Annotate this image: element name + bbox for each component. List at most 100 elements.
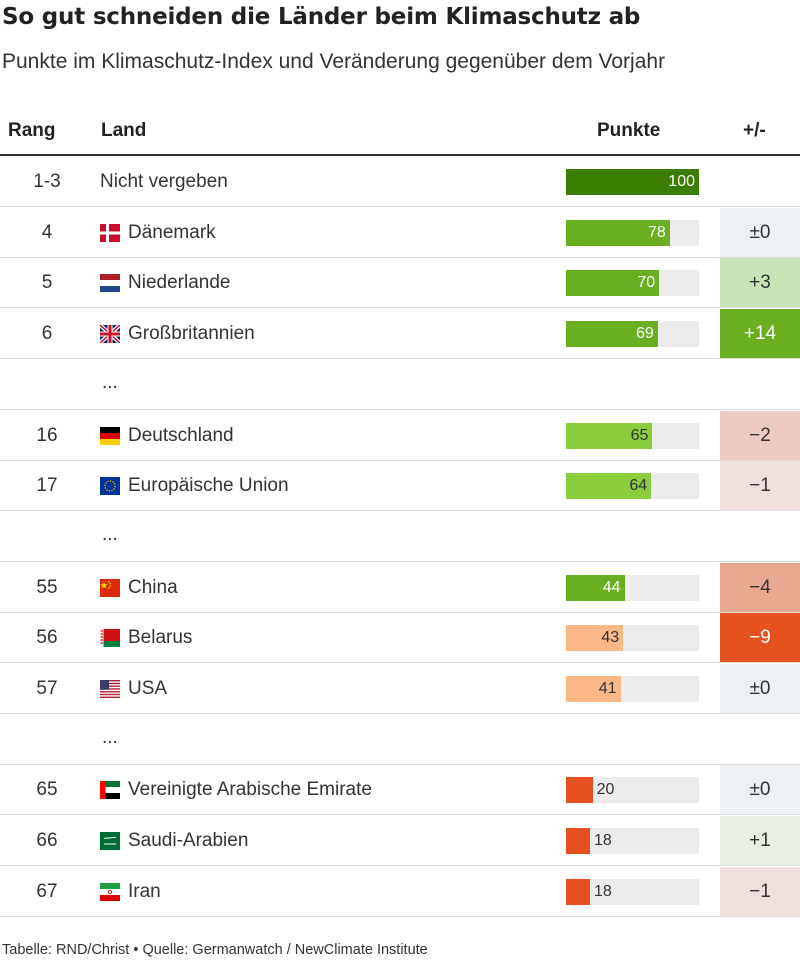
points-bar <box>566 828 590 855</box>
column-header-country: Land <box>101 120 147 141</box>
row-divider <box>0 662 800 664</box>
points-bar-track: 65 <box>566 422 699 449</box>
points-bar <box>566 422 653 449</box>
points-value-label: 20 <box>596 781 615 799</box>
rank-cell: 16 <box>36 424 58 446</box>
points-value-label: 18 <box>593 882 612 900</box>
china-flag-icon <box>100 578 120 597</box>
points-bar <box>566 219 670 246</box>
country-cell: Iran <box>100 867 161 917</box>
points-bar <box>566 270 660 297</box>
points-value-label: 65 <box>630 426 649 444</box>
chart-title: So gut schneiden die Länder beim Klimasc… <box>2 4 641 30</box>
rank-cell: 5 <box>41 272 53 294</box>
ellipsis-row: ... <box>0 715 800 765</box>
belarus-flag-icon <box>100 629 120 648</box>
uae-flag-icon <box>100 781 120 800</box>
rank-cell: 6 <box>41 323 53 345</box>
change-cell: −9 <box>720 613 800 664</box>
germany-flag-icon <box>100 426 120 445</box>
ellipsis-row: ... <box>0 360 800 410</box>
country-cell: Vereinigte Arabische Emirate <box>100 765 372 815</box>
change-cell: −4 <box>720 562 800 613</box>
row-divider <box>0 865 800 867</box>
change-cell: +3 <box>720 258 800 309</box>
row-divider <box>0 206 800 207</box>
row-divider <box>0 915 800 917</box>
points-bar <box>566 878 590 905</box>
points-bar <box>566 473 652 500</box>
points-bar <box>566 169 699 195</box>
saudi-arabia-flag-icon <box>100 832 120 851</box>
row-divider <box>0 560 800 562</box>
country-cell: Niederlande <box>100 258 230 308</box>
points-value-label: 64 <box>629 477 648 495</box>
row-divider <box>0 814 800 816</box>
points-value-label: 41 <box>598 680 617 697</box>
points-bar-track: 69 <box>566 321 699 348</box>
country-cell: Saudi-Arabien <box>100 816 248 866</box>
rank-cell: 56 <box>36 627 58 649</box>
table-row: 16 Deutschland 65 −2 <box>0 410 800 461</box>
netherlands-flag-icon <box>100 274 120 293</box>
points-bar-track: 43 <box>566 625 699 652</box>
change-cell: −2 <box>720 410 800 461</box>
table-row: 65 Vereinigte Arabische Emirate 20 ±0 <box>0 765 800 816</box>
eu-flag-icon <box>100 477 120 496</box>
country-name: Saudi-Arabien <box>128 830 249 852</box>
points-bar-track: 78 <box>566 219 699 246</box>
row-divider <box>0 763 800 765</box>
column-header-rank: Rang <box>8 120 56 141</box>
uk-flag-icon <box>100 325 120 344</box>
ellipsis-text: ... <box>102 371 118 393</box>
table-row: 67 Iran 18 −1 <box>0 866 800 917</box>
points-bar-track: 44 <box>566 574 699 601</box>
country-name: China <box>128 576 178 598</box>
country-name: Iran <box>128 880 161 902</box>
row-divider <box>0 408 800 410</box>
country-cell: Dänemark <box>100 208 216 258</box>
rank-cell: 57 <box>36 678 58 699</box>
row-divider <box>0 256 800 258</box>
change-cell: +1 <box>720 816 800 867</box>
rank-cell: 1-3 <box>33 171 61 192</box>
points-bar-track: 70 <box>566 270 699 297</box>
points-value-label: 70 <box>637 274 656 292</box>
rank-cell: 65 <box>36 779 58 801</box>
rank-cell: 66 <box>36 830 58 852</box>
country-cell: USA <box>100 664 167 714</box>
points-bar <box>566 625 624 652</box>
points-value-label: 69 <box>635 325 654 343</box>
country-name: Niederlande <box>128 272 231 294</box>
rank-cell: 17 <box>36 475 58 497</box>
rank-cell: 4 <box>41 221 53 243</box>
rank-cell: 67 <box>36 880 58 902</box>
column-header-change: +/- <box>743 120 766 141</box>
change-cell: ±0 <box>720 207 800 258</box>
change-cell: ±0 <box>720 765 800 816</box>
change-cell: −1 <box>720 866 800 917</box>
change-cell: ±0 <box>720 664 800 714</box>
points-bar-track: 18 <box>566 878 699 905</box>
country-name: USA <box>128 678 168 699</box>
ellipsis-text: ... <box>102 523 118 545</box>
rank-cell: 55 <box>36 576 58 598</box>
row-divider <box>0 611 800 613</box>
table-row: 1-3 Nicht vergeben 100 <box>0 157 800 207</box>
change-cell: −1 <box>720 461 800 512</box>
country-name: Belarus <box>128 627 193 649</box>
country-cell: Belarus <box>100 613 192 663</box>
usa-flag-icon <box>100 680 120 698</box>
points-bar <box>566 321 658 348</box>
ellipsis-text: ... <box>102 726 118 748</box>
points-bar <box>566 676 621 702</box>
country-name: Großbritannien <box>128 323 255 345</box>
country-name: Vereinigte Arabische Emirate <box>128 779 372 801</box>
country-cell: China <box>100 563 178 613</box>
table-row: 57 USA 41 ±0 <box>0 664 800 714</box>
table-row: 17 Europäische Union 64 −1 <box>0 461 800 512</box>
country-cell: Europäische Union <box>100 461 289 511</box>
points-bar <box>566 777 593 804</box>
table-row: 4 Dänemark 78 ±0 <box>0 207 800 258</box>
country-name: Dänemark <box>128 221 216 243</box>
